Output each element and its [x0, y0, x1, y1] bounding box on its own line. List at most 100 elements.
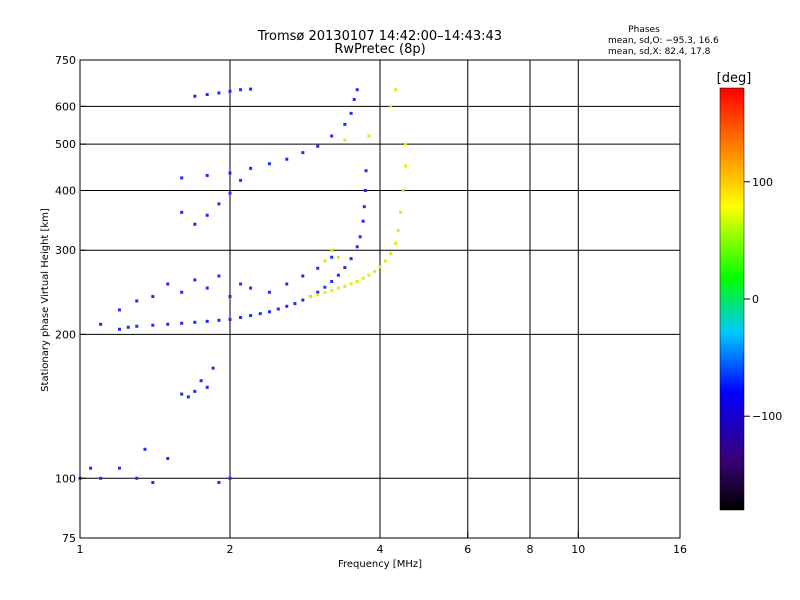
- data-point: [394, 88, 398, 92]
- data-point: [180, 392, 184, 396]
- data-point: [343, 138, 347, 142]
- colorbar-ticks: 100 0 −100: [744, 176, 782, 423]
- data-point: [316, 293, 320, 297]
- data-point: [364, 169, 368, 173]
- x-tick-label: 4: [377, 543, 384, 556]
- data-point: [308, 295, 312, 299]
- data-point: [135, 476, 139, 480]
- x-tick-label: 6: [464, 543, 471, 556]
- data-point: [217, 480, 221, 484]
- data-point: [362, 205, 366, 209]
- data-point: [267, 310, 271, 314]
- data-point: [363, 188, 367, 192]
- data-point: [323, 290, 327, 294]
- colorbar-tick-label: −100: [752, 410, 782, 423]
- data-point: [316, 266, 320, 270]
- data-point: [211, 366, 215, 370]
- data-point: [193, 389, 197, 393]
- data-point: [301, 151, 305, 155]
- data-point: [355, 245, 359, 249]
- y-tick-label: 100: [55, 472, 76, 485]
- data-point: [217, 202, 221, 206]
- data-point: [193, 320, 197, 324]
- data-point: [355, 280, 359, 284]
- data-point: [180, 321, 184, 325]
- data-point: [349, 257, 353, 261]
- data-point: [166, 322, 170, 326]
- data-point: [199, 379, 203, 383]
- data-point: [217, 91, 221, 95]
- y-axis-label: Stationary phase Virtual Height [km]: [40, 208, 51, 392]
- data-point: [166, 456, 170, 460]
- data-point: [355, 88, 359, 92]
- data-point: [330, 289, 334, 293]
- data-point: [99, 322, 103, 326]
- x-tick-label: 8: [527, 543, 534, 556]
- data-point: [403, 142, 407, 146]
- data-point: [99, 476, 103, 480]
- x-tick-label: 10: [571, 543, 585, 556]
- data-point: [135, 299, 139, 303]
- data-point: [228, 191, 232, 195]
- data-point: [228, 317, 232, 321]
- data-point: [336, 273, 340, 277]
- data-point: [205, 93, 209, 97]
- data-point: [403, 164, 407, 168]
- data-point: [151, 295, 155, 299]
- chart-subtitle: RwPretec (8p): [334, 42, 425, 57]
- data-point: [135, 324, 139, 328]
- data-point: [358, 235, 362, 239]
- y-tick-label: 300: [55, 244, 76, 257]
- data-point: [180, 290, 184, 294]
- data-point: [396, 228, 400, 232]
- data-point: [228, 171, 232, 175]
- data-point: [349, 111, 353, 115]
- y-axis-ticks: 75 100 200 300 400 500 600 750: [55, 54, 86, 545]
- data-point: [166, 282, 170, 286]
- grid-lines: [80, 60, 680, 538]
- stats-o-line: mean, sd,O: −95.3, 16.6: [608, 36, 719, 46]
- data-point: [389, 252, 393, 256]
- data-point: [186, 395, 190, 399]
- colorbar-tick-label: 0: [752, 293, 759, 306]
- data-point: [117, 308, 121, 312]
- y-tick-label: 75: [62, 532, 76, 545]
- data-point: [349, 282, 353, 286]
- colorbar-tick-label: 100: [752, 176, 773, 189]
- data-point: [193, 94, 197, 98]
- data-point: [301, 298, 305, 302]
- data-point: [205, 173, 209, 177]
- data-point: [239, 282, 243, 286]
- chart-title: Tromsø 20130107 14:42:00–14:43:43: [257, 29, 502, 44]
- data-point: [117, 466, 121, 470]
- data-point: [258, 312, 262, 316]
- data-point: [401, 188, 405, 192]
- data-point: [367, 273, 371, 277]
- colorbar: [719, 87, 745, 511]
- data-point: [285, 282, 289, 286]
- data-point: [249, 87, 253, 91]
- data-point: [239, 88, 243, 92]
- data-point: [205, 319, 209, 323]
- data-point: [383, 259, 387, 263]
- data-point: [193, 222, 197, 226]
- data-point: [336, 286, 340, 290]
- data-point: [239, 178, 243, 182]
- data-point: [249, 166, 253, 170]
- data-point: [399, 210, 403, 214]
- data-point: [343, 122, 347, 126]
- data-point: [228, 89, 232, 93]
- y-tick-label: 400: [55, 184, 76, 197]
- data-point: [378, 265, 382, 269]
- x-tick-label: 2: [227, 543, 234, 556]
- data-point: [352, 98, 356, 102]
- data-point: [343, 284, 347, 288]
- data-point: [205, 286, 209, 290]
- data-point: [323, 285, 327, 289]
- data-point: [336, 255, 340, 259]
- stats-heading: Phases: [628, 25, 660, 35]
- y-tick-label: 200: [55, 328, 76, 341]
- data-point: [267, 162, 271, 166]
- data-point: [193, 278, 197, 282]
